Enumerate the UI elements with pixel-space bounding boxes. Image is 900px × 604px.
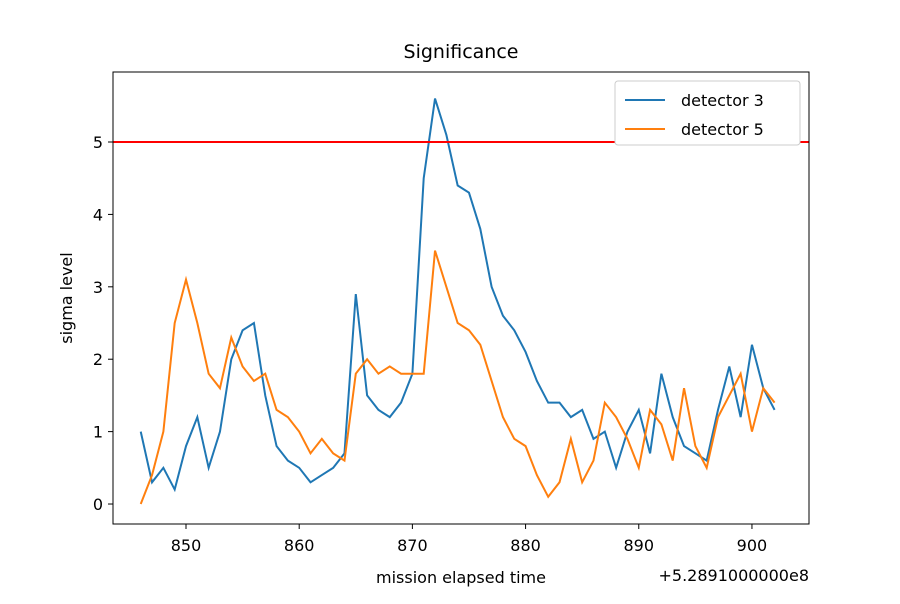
y-tick-label: 4 xyxy=(93,205,103,224)
x-tick-label: 860 xyxy=(284,536,315,555)
y-axis-label: sigma level xyxy=(57,252,76,343)
data-line xyxy=(139,98,776,493)
x-offset-label: +5.2891000000e8 xyxy=(659,566,810,585)
plot-frame xyxy=(112,71,810,525)
legend-label: detector 5 xyxy=(681,120,764,139)
data-line xyxy=(139,250,776,505)
y-tick-label: 3 xyxy=(93,278,103,297)
x-tick-label: 850 xyxy=(171,536,202,555)
legend-label: detector 3 xyxy=(681,91,764,110)
y-tick-label: 2 xyxy=(93,350,103,369)
x-tick-label: 870 xyxy=(397,536,428,555)
x-tick-label: 900 xyxy=(737,536,768,555)
y-tick-label: 0 xyxy=(93,495,103,514)
chart-title: Significance xyxy=(404,41,519,63)
y-tick-label: 1 xyxy=(93,423,103,442)
x-tick-label: 880 xyxy=(510,536,541,555)
x-axis-label: mission elapsed time xyxy=(376,568,546,587)
y-tick-label: 5 xyxy=(93,133,103,152)
x-tick-label: 890 xyxy=(623,536,654,555)
